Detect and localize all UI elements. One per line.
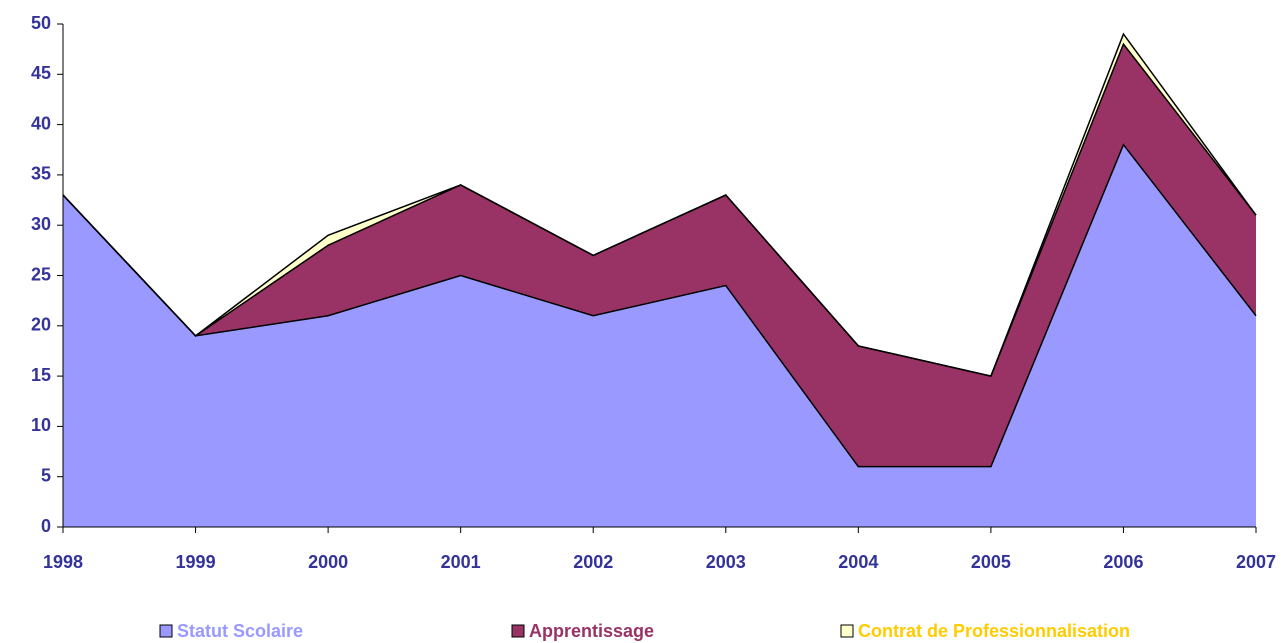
x-tick-label: 1999 bbox=[176, 552, 216, 572]
y-tick-label: 15 bbox=[31, 365, 51, 385]
x-tick-label: 2000 bbox=[308, 552, 348, 572]
y-tick-label: 30 bbox=[31, 214, 51, 234]
legend-label: Apprentissage bbox=[529, 621, 654, 641]
legend-swatch bbox=[840, 624, 854, 638]
legend-label: Statut Scolaire bbox=[177, 621, 303, 641]
x-tick-label: 2001 bbox=[441, 552, 481, 572]
x-tick-label: 2006 bbox=[1103, 552, 1143, 572]
y-tick-label: 20 bbox=[31, 315, 51, 335]
area bbox=[63, 44, 1256, 467]
legend-label: Contrat de Professionnalisation bbox=[858, 621, 1130, 641]
y-tick-label: 5 bbox=[41, 465, 51, 485]
y-tick-label: 25 bbox=[31, 264, 51, 284]
x-tick-label: 2007 bbox=[1236, 552, 1276, 572]
x-tick-label: 2003 bbox=[706, 552, 746, 572]
legend-swatch bbox=[511, 624, 525, 638]
y-tick-label: 10 bbox=[31, 415, 51, 435]
area-outline bbox=[62, 143, 1257, 468]
y-tick-label: 35 bbox=[31, 164, 51, 184]
area-outline bbox=[62, 32, 1257, 377]
x-tick-label: 2002 bbox=[573, 552, 613, 572]
area bbox=[63, 144, 1256, 527]
y-tick-label: 45 bbox=[31, 63, 51, 83]
y-tick-label: 0 bbox=[41, 516, 51, 536]
legend-swatch bbox=[159, 624, 173, 638]
x-tick-label: 1998 bbox=[43, 552, 83, 572]
y-tick-label: 40 bbox=[31, 113, 51, 133]
y-tick-label: 50 bbox=[31, 13, 51, 33]
x-tick-label: 2005 bbox=[971, 552, 1011, 572]
x-tick-label: 2004 bbox=[838, 552, 878, 572]
